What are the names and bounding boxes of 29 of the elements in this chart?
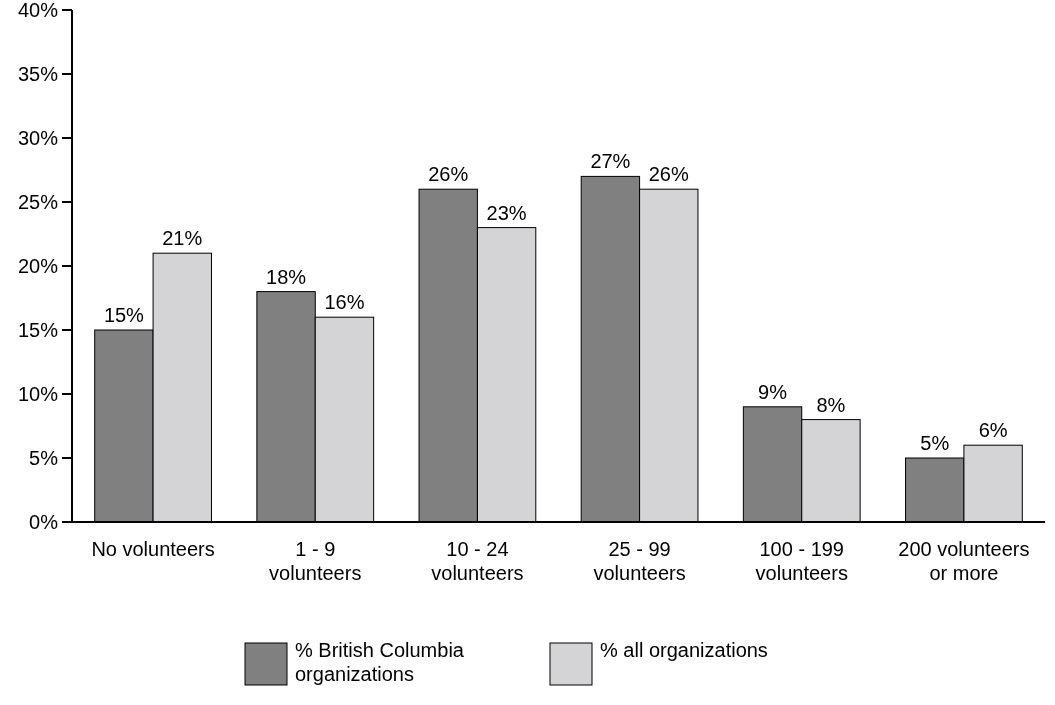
y-tick-label: 5%	[29, 447, 59, 469]
x-tick-label: No volunteers	[91, 538, 215, 560]
y-tick-label: 40%	[17, 0, 59, 21]
data-label: 26%	[428, 163, 469, 186]
legend-label: % British Columbia organizations	[295, 639, 465, 685]
data-label: 21%	[162, 227, 203, 250]
data-label: 6%	[978, 419, 1008, 442]
data-label: 26%	[648, 163, 689, 186]
data-label: 9%	[758, 380, 788, 403]
x-tick-label: 10 - 24 volunteers	[431, 538, 524, 584]
data-label: 16%	[324, 291, 365, 314]
x-tick-label: 25 - 99 volunteers	[593, 538, 686, 584]
y-tick-label: 25%	[17, 191, 59, 213]
data-label: 5%	[920, 432, 950, 454]
data-label: 23%	[486, 201, 527, 224]
y-tick-label: 35%	[17, 63, 59, 85]
data-label: 18%	[266, 265, 307, 288]
data-label: 27%	[590, 150, 631, 173]
y-tick-label: 20%	[17, 255, 59, 277]
y-tick-label: 0%	[29, 511, 59, 533]
y-tick-label: 30%	[17, 127, 59, 149]
data-label: 15%	[103, 304, 145, 326]
x-tick-label: 200 volunteers or more	[898, 538, 1030, 584]
data-label: 8%	[816, 393, 846, 416]
y-tick-label: 15%	[17, 319, 59, 341]
legend-label: % all organizations	[600, 639, 768, 661]
x-tick-label: 100 - 199 volunteers	[755, 538, 848, 584]
y-tick-label: 10%	[17, 383, 59, 405]
x-tick-label: 1 - 9 volunteers	[269, 538, 362, 584]
